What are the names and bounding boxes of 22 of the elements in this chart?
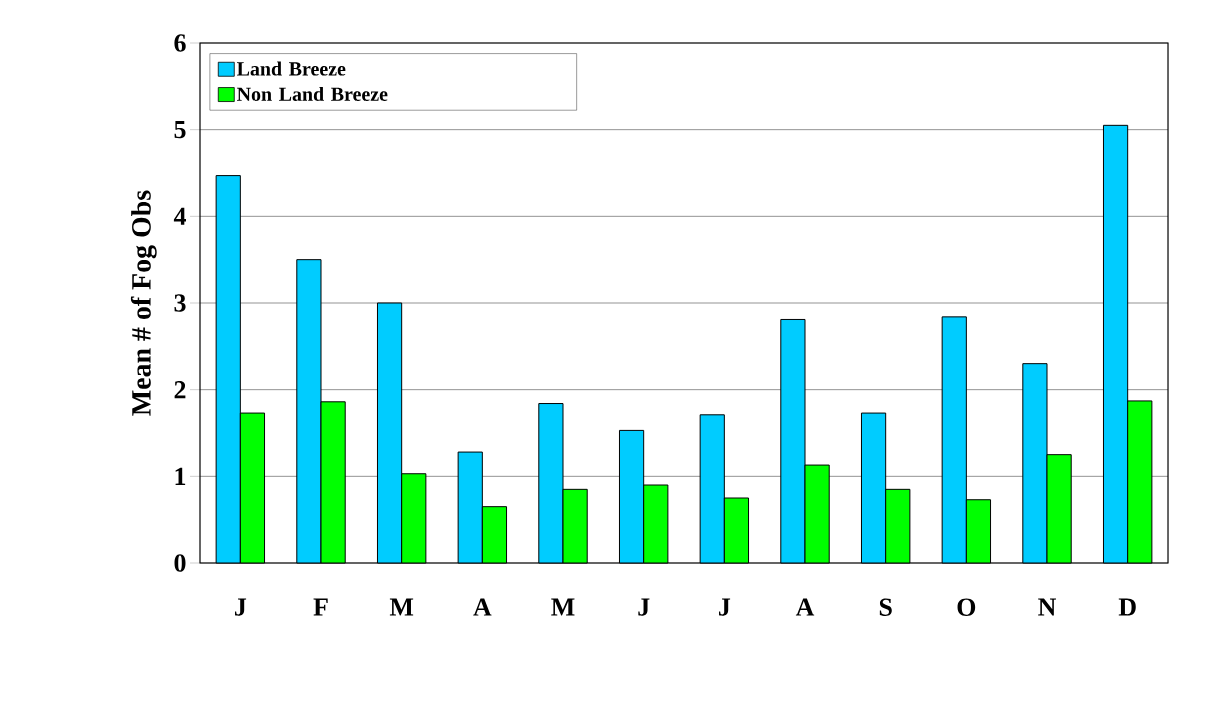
x-tick-label: A [795,598,815,616]
y-tick-label: 6 [174,34,186,52]
x-tick-label: J [235,598,247,616]
x-tick-label: N [1038,598,1057,616]
x-tick-label: F [313,598,328,616]
y-axis-title: Mean # of Fog Obs [130,190,157,416]
x-tick-label: M [389,598,414,616]
y-tick-label: 1 [175,467,186,485]
x-tick-label: S [879,598,892,616]
y-tick-label: 3 [174,294,186,312]
y-tick-label: 4 [173,207,186,225]
y-tick-label: 5 [174,121,186,139]
y-tick-label: 2 [174,381,186,399]
x-tick-label: A [473,598,492,616]
x-tick-label: J [719,598,731,616]
x-tick-label: D [1118,598,1136,616]
legend-label: Land Breeze [237,61,346,76]
y-tick-label: 0 [174,554,186,572]
x-tick-label: O [957,598,976,616]
x-tick-label: J [638,598,650,616]
x-tick-label: M [551,598,575,616]
legend-label: Non Land Breeze [237,86,388,101]
